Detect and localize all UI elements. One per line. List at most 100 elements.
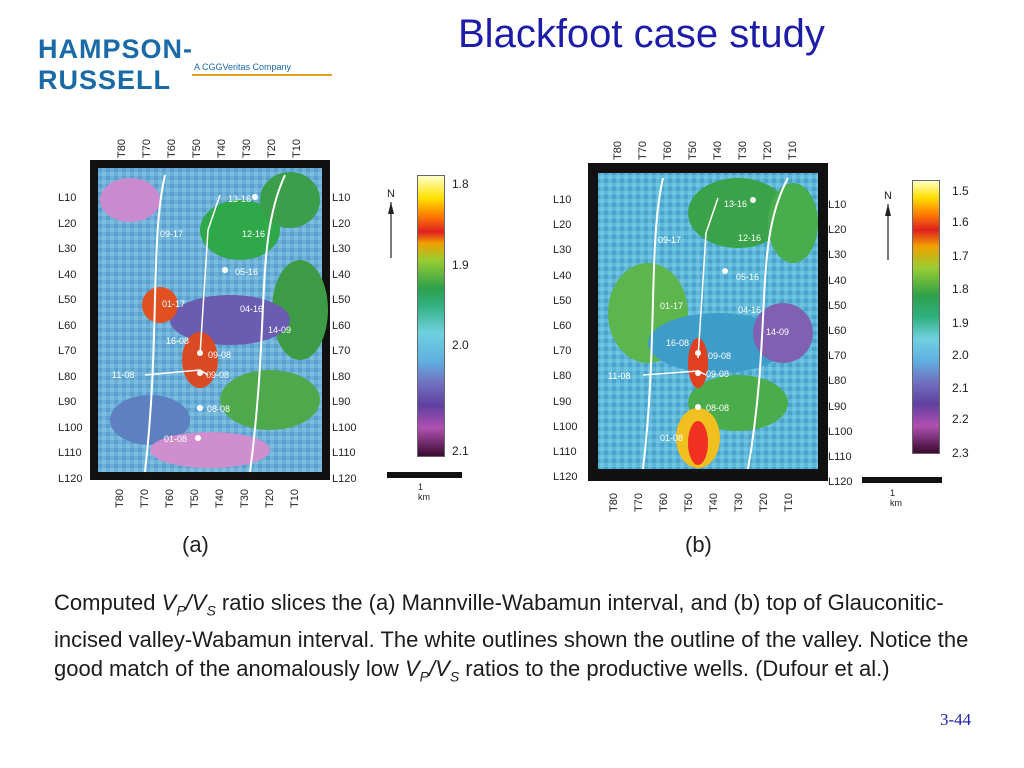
colorbar-tick-label: 1.6 (952, 215, 969, 229)
left-tick-label: L70 (553, 345, 572, 358)
bottom-tick-label: T80 (114, 489, 126, 508)
left-tick-label: L40 (553, 269, 572, 282)
scale-label-a: 1 km (418, 482, 430, 502)
bottom-tick-label: T10 (289, 489, 301, 508)
scale-bar-a (387, 472, 462, 478)
right-tick-label: L10 (332, 192, 351, 204)
left-tick-label: L80 (553, 370, 572, 383)
right-tick-label: L110 (828, 451, 852, 463)
left-tick-label: L80 (58, 370, 77, 383)
left-tick-label: L100 (553, 420, 578, 433)
right-tick-label: L30 (828, 249, 847, 262)
top-tick-label: T30 (241, 139, 253, 158)
right-tick-label: L120 (332, 472, 357, 485)
left-tick-label: L40 (58, 268, 77, 281)
bottom-tick-label: T50 (683, 493, 695, 512)
vp-v: V (161, 590, 177, 615)
panel-label-b: (b) (685, 532, 712, 557)
caption-part-1: Computed (54, 590, 162, 615)
right-tick-label: L80 (828, 375, 847, 388)
bottom-tick-label: T30 (733, 493, 745, 512)
colorbar-tick-label: 2.1 (452, 444, 469, 458)
vs-v: V (191, 590, 207, 615)
scale-label-b: 1 km (890, 488, 902, 508)
top-tick-label: T40 (216, 139, 228, 158)
top-tick-label: T70 (141, 139, 153, 158)
svg-text:01-08: 01-08 (660, 433, 683, 443)
top-tick-label: T20 (266, 139, 278, 158)
left-tick-label: L10 (58, 192, 77, 204)
caption-part-3: ratios to the productive wells. (Dufour … (459, 656, 890, 682)
right-tick-label: L20 (828, 224, 847, 237)
svg-text:01-17: 01-17 (660, 301, 683, 311)
svg-text:09-08: 09-08 (706, 369, 729, 379)
top-tick-label: T60 (166, 139, 178, 158)
caption: Computed VP/VS ratio slices the (a) Mann… (54, 588, 984, 692)
right-tick-label: L80 (332, 370, 351, 383)
top-tick-label: T30 (737, 141, 749, 160)
top-tick-label: T40 (712, 141, 724, 160)
top-tick-label: T60 (662, 141, 674, 160)
svg-text:08-08: 08-08 (207, 404, 230, 414)
left-tick-label: L90 (553, 395, 572, 408)
bottom-tick-label: T60 (164, 489, 176, 508)
bottom-tick-label: T30 (239, 489, 251, 508)
north-arrow-icon (388, 202, 394, 258)
right-tick-label: L60 (332, 319, 351, 332)
left-tick-label: L110 (553, 446, 577, 458)
svg-text:09-17: 09-17 (160, 229, 183, 239)
right-tick-label: L100 (828, 425, 853, 438)
svg-text:11-08: 11-08 (608, 371, 630, 381)
bottom-tick-label: T70 (633, 493, 645, 512)
colorbar-tick-label: 2.0 (952, 348, 969, 362)
colorbar-tick-label: 2.2 (952, 412, 969, 426)
right-tick-label: L50 (332, 294, 351, 306)
right-tick-label: L40 (332, 268, 351, 281)
right-tick-label: L110 (332, 447, 356, 459)
svg-text:14-09: 14-09 (268, 325, 291, 335)
slide-title: Blackfoot case study (458, 12, 825, 56)
right-tick-label: L50 (828, 299, 847, 312)
right-tick-label: L20 (332, 217, 351, 230)
right-tick-label: L90 (332, 396, 351, 408)
right-tick-label: L30 (332, 243, 351, 255)
right-tick-label: L120 (828, 476, 853, 489)
logo-text: HAMPSON-RUSSELL (38, 34, 193, 95)
svg-text:08-08: 08-08 (706, 403, 729, 413)
left-tick-label: L90 (58, 396, 77, 408)
vpvs-map-a: 13-16 09-17 12-16 05-16 01-17 04-16 14-09 16… (90, 160, 330, 480)
left-tick-label: L50 (58, 294, 77, 306)
right-tick-label: L70 (828, 350, 847, 363)
bottom-tick-label: T50 (189, 489, 201, 508)
top-tick-label: T80 (116, 139, 128, 158)
svg-text:16-08: 16-08 (166, 336, 189, 346)
svg-text:01-17: 01-17 (162, 299, 185, 309)
svg-text:09-08: 09-08 (206, 370, 229, 380)
right-tick-label: L90 (828, 400, 847, 413)
logo-underline (192, 74, 332, 76)
colorbar-tick-label: 1.8 (952, 282, 969, 296)
colorbar-tick-label: 2.1 (952, 381, 969, 395)
colorbar-tick-label: 1.8 (452, 177, 469, 191)
scale-bar-b (862, 477, 942, 483)
bottom-tick-label: T20 (264, 489, 276, 508)
svg-text:09-17: 09-17 (658, 235, 681, 245)
colorbar-tick-label: 1.9 (452, 258, 469, 272)
top-tick-label: T10 (787, 141, 799, 160)
colorbar-tick-label: 2.3 (952, 446, 969, 460)
north-label-b: N (884, 190, 892, 202)
svg-text:09-08: 09-08 (708, 351, 731, 361)
left-tick-label: L70 (58, 345, 77, 357)
logo-subtitle: A CGGVeritas Company (194, 62, 292, 72)
top-tick-label: T20 (762, 141, 774, 160)
svg-text:16-08: 16-08 (666, 338, 689, 348)
colorbar-tick-label: 1.5 (952, 184, 969, 198)
caption-part-2: ratio slices the (a) Mannville-Wabamun i… (54, 590, 969, 682)
svg-text:13-16: 13-16 (228, 194, 251, 204)
left-tick-label: L60 (58, 319, 77, 332)
right-tick-label: L10 (828, 199, 847, 211)
page-number: 3-44 (940, 710, 972, 729)
left-tick-label: L60 (553, 320, 572, 332)
left-tick-label: L120 (553, 471, 578, 484)
right-tick-label: L100 (332, 421, 357, 434)
